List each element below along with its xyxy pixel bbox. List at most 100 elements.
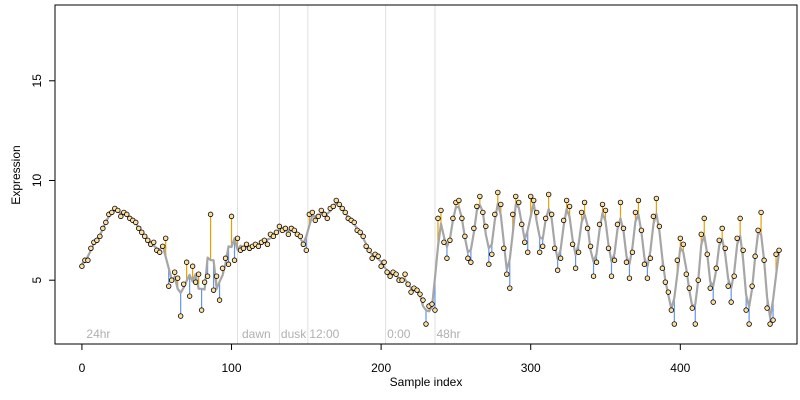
data-point (303, 247, 310, 253)
x-tick-label: 100 (222, 361, 242, 375)
data-point (599, 201, 606, 208)
data-point (548, 211, 555, 218)
y-axis-label: Expression (9, 145, 23, 204)
data-point (213, 273, 220, 279)
data-point (686, 285, 692, 291)
data-point (360, 233, 366, 240)
data-point (342, 209, 348, 216)
data-point (324, 215, 330, 222)
data-point (336, 201, 342, 208)
data-point (635, 197, 642, 204)
data-point (79, 263, 85, 269)
data-point (165, 283, 172, 289)
data-point (222, 255, 229, 261)
region-label: 0:00 (387, 327, 411, 341)
data-point (429, 301, 435, 307)
data-point (611, 257, 618, 263)
data-point (408, 289, 414, 295)
data-point (291, 227, 298, 234)
data-point (163, 235, 169, 242)
data-point (168, 277, 175, 283)
data-point (420, 297, 426, 303)
data-point (551, 245, 558, 251)
data-point (498, 201, 504, 208)
data-point (195, 271, 202, 277)
data-point (139, 229, 145, 236)
data-point (157, 249, 163, 255)
data-point (234, 235, 241, 242)
data-point (240, 245, 247, 251)
data-point (432, 307, 438, 313)
data-point (659, 265, 666, 271)
data-point (264, 241, 271, 247)
data-point (737, 215, 743, 222)
data-point (468, 259, 474, 265)
data-point (522, 239, 528, 245)
region-label: 24hr (86, 327, 110, 341)
data-point (510, 211, 516, 218)
data-point (722, 245, 728, 251)
data-point (734, 235, 740, 242)
data-point (531, 197, 537, 204)
data-point (177, 313, 184, 319)
data-point (507, 285, 513, 291)
data-point (516, 199, 522, 206)
data-point (683, 271, 689, 277)
data-point (584, 225, 591, 232)
data-point (136, 225, 142, 232)
data-point (492, 211, 498, 218)
data-point (740, 247, 746, 253)
data-point (97, 233, 103, 240)
data-point (501, 245, 507, 251)
x-tick-label: 0 (79, 361, 86, 375)
data-point (617, 199, 624, 206)
data-point (357, 229, 363, 236)
x-tick-label: 400 (670, 361, 690, 375)
data-point (746, 321, 752, 327)
data-point (312, 217, 318, 224)
data-point (225, 261, 232, 267)
data-point (219, 265, 226, 271)
data-point (399, 277, 405, 283)
data-point (486, 261, 492, 267)
data-point (133, 219, 139, 226)
data-point (665, 289, 672, 295)
x-axis-ticks: 0 100 200 300 400 (79, 343, 691, 375)
region-label: 48hr (436, 327, 460, 341)
data-point (204, 273, 211, 279)
data-point (192, 279, 199, 285)
data-point (539, 243, 546, 249)
data-point (554, 267, 561, 273)
data-point (115, 207, 121, 214)
data-point (596, 221, 603, 228)
data-point (369, 255, 375, 261)
data-point (282, 225, 289, 232)
data-point (447, 237, 453, 244)
region-label: dawn (242, 327, 271, 341)
data-point (725, 283, 731, 289)
data-point (315, 213, 321, 220)
data-point (680, 241, 687, 247)
data-point (495, 189, 501, 196)
data-point (653, 195, 660, 202)
data-point (563, 197, 570, 204)
x-axis-label: Sample index (390, 375, 463, 389)
data-point (519, 221, 525, 228)
data-point (243, 241, 250, 247)
data-point (228, 213, 235, 220)
data-point (761, 257, 767, 263)
x-tick-label: 200 (371, 361, 391, 375)
data-point (695, 277, 701, 283)
data-point (578, 209, 585, 216)
data-point (414, 287, 420, 293)
data-point (677, 235, 684, 242)
data-point (656, 223, 663, 230)
data-point (477, 193, 483, 200)
data-point (575, 249, 582, 255)
data-point (587, 243, 594, 249)
data-point (366, 247, 372, 253)
data-point (384, 269, 390, 275)
data-point (438, 207, 444, 214)
data-point (623, 259, 630, 265)
data-point (151, 239, 157, 245)
